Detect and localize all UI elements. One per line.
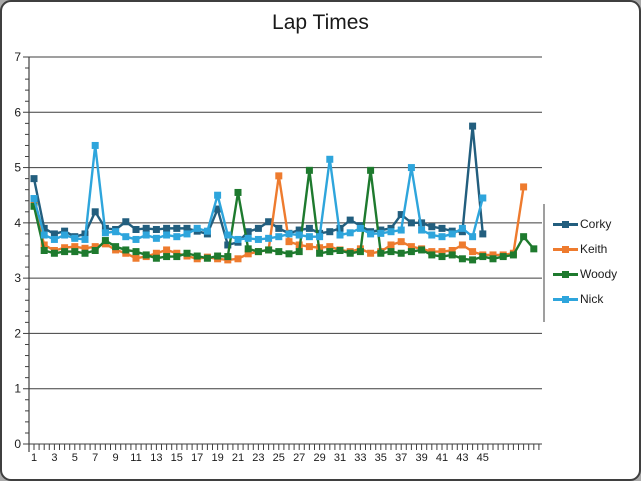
legend-item-corky: Corky (553, 217, 617, 231)
svg-text:29: 29 (313, 452, 325, 464)
chart-title: Lap Times (272, 11, 369, 34)
svg-text:25: 25 (273, 452, 285, 464)
svg-text:11: 11 (130, 452, 141, 464)
svg-text:2: 2 (14, 326, 21, 340)
legend: Corky Keith Woody Nick (553, 217, 617, 306)
svg-text:17: 17 (191, 452, 203, 464)
svg-text:5: 5 (14, 161, 21, 175)
legend-label-corky: Corky (580, 217, 612, 231)
svg-text:37: 37 (395, 452, 407, 464)
svg-text:7: 7 (92, 452, 98, 464)
svg-text:15: 15 (171, 452, 183, 464)
svg-text:39: 39 (415, 452, 427, 464)
svg-text:0: 0 (14, 437, 21, 451)
svg-text:3: 3 (14, 271, 21, 285)
svg-text:33: 33 (354, 452, 366, 464)
svg-text:35: 35 (375, 452, 387, 464)
legend-item-woody: Woody (553, 267, 617, 281)
svg-text:6: 6 (14, 105, 21, 119)
svg-text:3: 3 (51, 452, 57, 464)
svg-text:4: 4 (14, 216, 21, 230)
svg-text:27: 27 (293, 452, 305, 464)
legend-marker-nick (553, 295, 578, 304)
legend-marker-corky (553, 220, 578, 229)
legend-label-keith: Keith (580, 242, 608, 256)
legend-label-nick: Nick (580, 292, 604, 306)
svg-text:9: 9 (113, 452, 119, 464)
svg-text:41: 41 (436, 452, 448, 464)
legend-marker-keith (553, 245, 578, 254)
legend-label-woody: Woody (580, 267, 618, 281)
svg-text:31: 31 (334, 452, 346, 464)
svg-text:23: 23 (252, 452, 264, 464)
svg-text:1: 1 (31, 452, 37, 464)
svg-text:1: 1 (14, 382, 21, 396)
svg-text:43: 43 (456, 452, 468, 464)
svg-text:21: 21 (232, 452, 244, 464)
svg-text:7: 7 (14, 50, 21, 64)
svg-text:19: 19 (211, 452, 223, 464)
svg-text:5: 5 (72, 452, 78, 464)
svg-text:45: 45 (477, 452, 489, 464)
svg-text:13: 13 (150, 452, 162, 464)
legend-marker-woody (553, 270, 578, 279)
legend-item-nick: Nick (553, 292, 617, 306)
legend-item-keith: Keith (553, 242, 617, 256)
